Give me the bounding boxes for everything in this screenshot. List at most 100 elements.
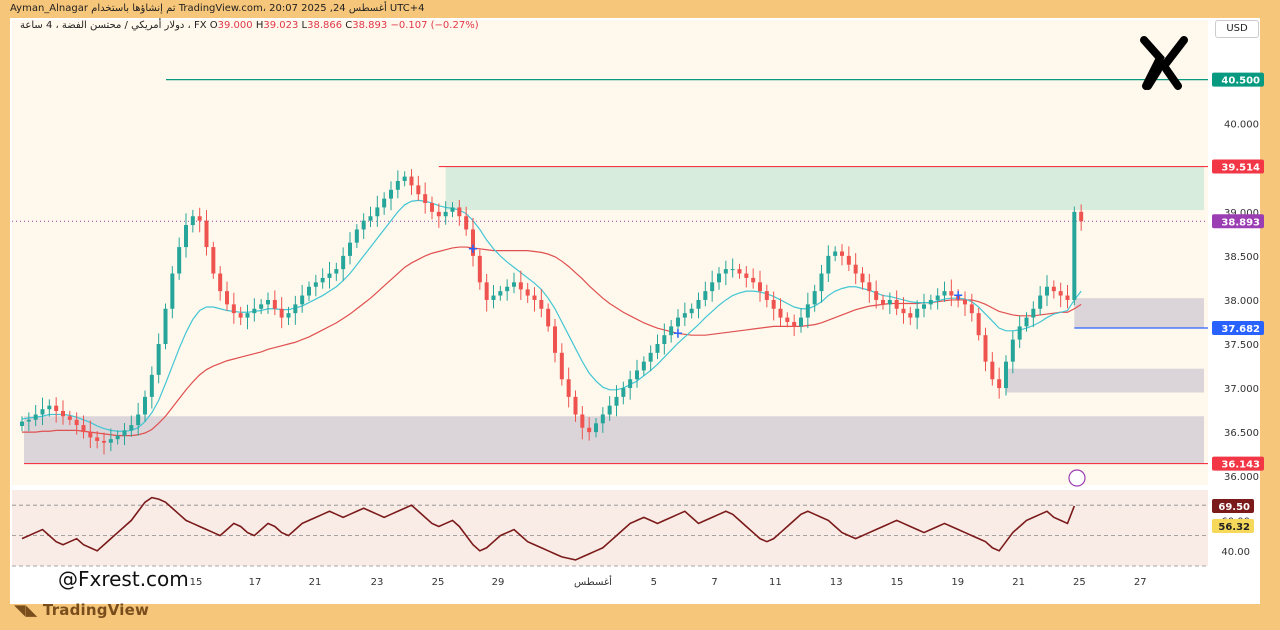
candle-body — [238, 313, 243, 318]
rsi-tag-bg — [1212, 498, 1254, 513]
candle-body — [922, 304, 926, 309]
time-tick-label: 25 — [432, 577, 445, 588]
candle-body — [327, 273, 332, 278]
candle-body — [184, 225, 188, 248]
time-tick-label: أغسطس — [574, 575, 612, 588]
candle-body — [1017, 326, 1022, 340]
candle-body — [669, 326, 674, 336]
candle-body — [61, 410, 65, 417]
tradingview-icon: ◥◣ — [14, 601, 43, 619]
candle-body — [33, 414, 38, 420]
candle-body — [484, 282, 489, 300]
candle-body — [375, 207, 380, 217]
price-tick-label: 38.500 — [1224, 252, 1259, 263]
candle-body — [122, 430, 127, 436]
candle-body — [799, 317, 803, 327]
time-tick-label: 21 — [309, 577, 322, 588]
candle-body — [129, 425, 134, 431]
candle-body — [300, 295, 305, 305]
candle-body — [539, 299, 544, 309]
candle-body — [887, 299, 892, 305]
candle-body — [108, 439, 113, 443]
ema-layer — [21, 199, 1082, 437]
candle-body — [457, 207, 462, 217]
candle-body — [778, 308, 783, 318]
price-tag-bg — [1212, 159, 1264, 174]
zone-demand-mid — [1006, 368, 1204, 393]
price-tag-label: 39.514 — [1221, 163, 1260, 174]
candle-body — [149, 374, 154, 397]
candle-body — [867, 282, 872, 292]
candle-body — [279, 308, 284, 318]
time-tick-label: 17 — [249, 577, 262, 588]
lightning-icon — [1068, 469, 1086, 487]
time-tick-label: 15 — [891, 577, 904, 588]
candle-body — [81, 425, 86, 433]
low-value: 38.866 — [307, 20, 343, 31]
candle-body — [1038, 295, 1043, 309]
candle-body — [1065, 295, 1070, 300]
candle-body — [259, 304, 264, 309]
candle-body — [231, 304, 236, 314]
candle-body — [505, 286, 510, 292]
candle-body — [764, 291, 769, 300]
candle-body — [341, 255, 346, 270]
candle-body — [143, 396, 147, 415]
candle-body — [662, 335, 667, 345]
candle-body — [963, 299, 967, 305]
candle-body — [785, 317, 790, 322]
candle-body — [170, 273, 175, 309]
candle-body — [382, 198, 387, 208]
candle-body — [717, 273, 721, 283]
price-tag-label: 36.143 — [1221, 460, 1260, 471]
candle-body — [354, 229, 359, 243]
price-tag-bg — [1212, 320, 1264, 335]
candle-body — [225, 291, 229, 305]
rsi-tag-label: 69.50 — [1218, 502, 1250, 513]
candle-body — [1045, 286, 1049, 296]
chart-caption: Ayman_Alnagar تم إنشاؤها باستخدام Tradin… — [10, 3, 425, 14]
price-tick-label: 38.000 — [1224, 296, 1259, 307]
price-tick-label: 37.500 — [1224, 340, 1259, 351]
currency-button[interactable]: USD — [1215, 20, 1259, 38]
candle-body — [1010, 339, 1015, 362]
ema-fast-line — [21, 199, 1082, 432]
zone-supply — [445, 166, 1205, 211]
close-value: 38.893 — [352, 20, 388, 31]
candle-body — [812, 291, 817, 305]
candle-body — [395, 180, 400, 190]
price-tag-bg — [1212, 456, 1264, 471]
candle-body — [997, 379, 1002, 389]
price-tag-bg — [1212, 72, 1264, 87]
candle-body — [573, 396, 578, 415]
candle-body — [525, 289, 530, 296]
candle-body — [416, 185, 421, 195]
candle-body — [204, 220, 209, 248]
candle-body — [901, 308, 906, 314]
price-tick-label: 36.500 — [1224, 428, 1259, 439]
watermark-text: @Fxrest.com — [58, 567, 189, 591]
candle-body — [518, 282, 523, 290]
candle-body — [894, 299, 899, 309]
candle-body — [744, 273, 749, 278]
candle-body — [689, 308, 694, 314]
candle-body — [1031, 308, 1036, 318]
time-tick-label: 13 — [830, 577, 843, 588]
price-tick-label: 39.000 — [1224, 208, 1259, 219]
candle-body — [266, 299, 270, 305]
time-tick-label: 15 — [190, 577, 203, 588]
candle-body — [737, 269, 742, 274]
candle-body — [723, 269, 728, 274]
price-tick-label: 36.000 — [1224, 472, 1259, 483]
candle-body — [512, 282, 516, 287]
candle-body — [1051, 286, 1056, 292]
candle-body — [477, 255, 482, 283]
candle-body — [949, 291, 954, 296]
candle-body — [361, 220, 366, 230]
candle-body — [402, 176, 407, 181]
x-logo-icon — [1140, 36, 1188, 90]
candle-body — [676, 317, 680, 327]
cross-marker-icon: + — [468, 242, 479, 257]
candle-body — [587, 427, 592, 433]
